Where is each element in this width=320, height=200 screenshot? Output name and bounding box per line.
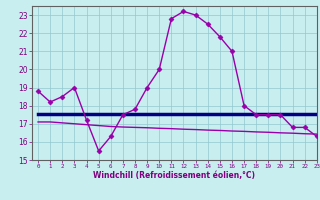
X-axis label: Windchill (Refroidissement éolien,°C): Windchill (Refroidissement éolien,°C) (93, 171, 255, 180)
